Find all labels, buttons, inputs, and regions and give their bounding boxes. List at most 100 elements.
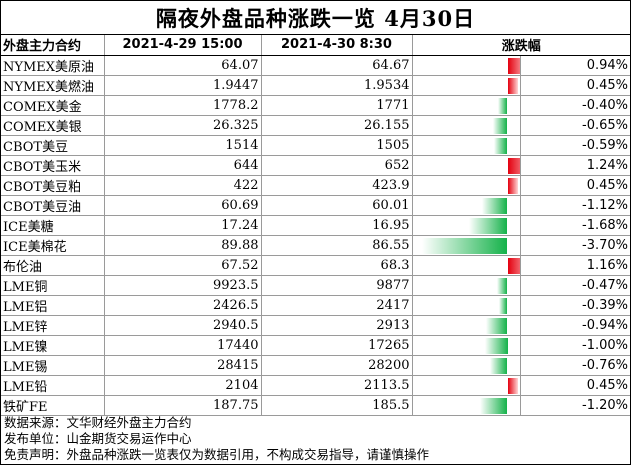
change-bar-cell — [411, 194, 521, 216]
contract-name: LME铜 — [1, 274, 105, 296]
change-percent: -3.70% — [519, 234, 631, 256]
price-prev: 26.325 — [103, 114, 262, 136]
change-bar-cell — [411, 274, 521, 296]
price-prev: 1778.2 — [103, 94, 262, 116]
table-row: 布伦油 67.52 68.3 1.16% — [1, 254, 631, 276]
price-change-table: 外盘主力合约 2021-4-29 15:00 2021-4-30 8:30 涨跌… — [1, 35, 631, 416]
price-prev: 67.52 — [103, 254, 262, 276]
change-percent: -1.20% — [519, 394, 631, 416]
change-percent: -0.40% — [519, 94, 631, 116]
change-bar-cell — [411, 294, 521, 316]
change-bar-cell — [411, 174, 521, 196]
change-bar — [507, 77, 518, 94]
price-curr: 68.3 — [260, 254, 413, 276]
table-row: ICE美糖 17.24 16.95 -1.68% — [1, 214, 631, 236]
table-row: LME锡 28415 28200 -0.76% — [1, 354, 631, 376]
contract-name: 铁矿FE — [1, 394, 105, 416]
change-percent: -0.47% — [519, 274, 631, 296]
change-bar-cell — [411, 394, 521, 416]
change-bar-cell — [411, 94, 521, 116]
price-curr: 2113.5 — [260, 374, 413, 396]
change-bar — [485, 317, 508, 334]
price-prev: 644 — [103, 154, 262, 176]
price-curr: 17265 — [260, 334, 413, 356]
change-bar-cell — [411, 54, 521, 76]
price-prev: 187.75 — [103, 394, 262, 416]
price-curr: 1.9534 — [260, 74, 413, 96]
change-percent: -0.39% — [519, 294, 631, 316]
price-curr: 60.01 — [260, 194, 413, 216]
change-bar — [479, 397, 508, 414]
table-row: LME铝 2426.5 2417 -0.39% — [1, 294, 631, 316]
change-percent: 0.45% — [519, 374, 631, 396]
table-row: 铁矿FE 187.75 185.5 -1.20% — [1, 394, 631, 416]
change-percent: -0.94% — [519, 314, 631, 336]
price-prev: 9923.5 — [103, 274, 262, 296]
contract-name: COMEX美金 — [1, 94, 105, 116]
price-curr: 86.55 — [260, 234, 413, 256]
price-curr: 16.95 — [260, 214, 413, 236]
change-percent: -0.76% — [519, 354, 631, 376]
contract-name: LME锡 — [1, 354, 105, 376]
change-percent: -1.12% — [519, 194, 631, 216]
price-prev: 1514 — [103, 134, 262, 156]
price-curr: 26.155 — [260, 114, 413, 136]
table-row: CBOT美豆 1514 1505 -0.59% — [1, 134, 631, 156]
contract-name: ICE美棉花 — [1, 234, 105, 256]
change-percent: -1.68% — [519, 214, 631, 236]
footer-source: 数据来源：文华财经外盘主力合约 — [4, 415, 192, 430]
contract-name: ICE美糖 — [1, 214, 105, 236]
contract-name: LME锌 — [1, 314, 105, 336]
price-curr: 64.67 — [260, 54, 413, 76]
change-bar — [484, 337, 508, 354]
contract-name: LME铝 — [1, 294, 105, 316]
price-curr: 185.5 — [260, 394, 413, 416]
change-percent: 0.94% — [519, 54, 631, 76]
change-bar — [507, 177, 518, 194]
header-contract: 外盘主力合约 — [1, 35, 105, 56]
table-row: LME铜 9923.5 9877 -0.47% — [1, 274, 631, 296]
table-header-row: 外盘主力合约 2021-4-29 15:00 2021-4-30 8:30 涨跌… — [1, 35, 631, 56]
change-bar-cell — [411, 154, 521, 176]
price-curr: 28200 — [260, 354, 413, 376]
contract-name: CBOT美玉米 — [1, 154, 105, 176]
change-bar — [498, 297, 508, 314]
table-row: LME铅 2104 2113.5 0.45% — [1, 374, 631, 396]
price-prev: 2426.5 — [103, 294, 262, 316]
table-row: COMEX美银 26.325 26.155 -0.65% — [1, 114, 631, 136]
change-bar-cell — [411, 134, 521, 156]
change-bar — [422, 237, 508, 254]
table-row: CBOT美豆油 60.69 60.01 -1.12% — [1, 194, 631, 216]
price-curr: 2417 — [260, 294, 413, 316]
table-row: CBOT美玉米 644 652 1.24% — [1, 154, 631, 176]
change-bar — [492, 117, 508, 134]
change-percent: -0.65% — [519, 114, 631, 136]
footer-disclaimer: 免责声明：外盘品种涨跌一览表仅为数据引用，不构成交易指导，请谨慎操作 — [4, 447, 430, 462]
price-curr: 2913 — [260, 314, 413, 336]
table-row: LME锌 2940.5 2913 -0.94% — [1, 314, 631, 336]
contract-name: NYMEX美燃油 — [1, 74, 105, 96]
contract-name: COMEX美银 — [1, 114, 105, 136]
price-prev: 2940.5 — [103, 314, 262, 336]
table-row: ICE美棉花 89.88 86.55 -3.70% — [1, 234, 631, 256]
change-percent: 1.24% — [519, 154, 631, 176]
price-curr: 9877 — [260, 274, 413, 296]
header-date-curr: 2021-4-30 8:30 — [260, 35, 413, 56]
table-row: NYMEX美燃油 1.9447 1.9534 0.45% — [1, 74, 631, 96]
price-prev: 422 — [103, 174, 262, 196]
change-bar-cell — [411, 214, 521, 236]
header-change: 涨跌幅 — [411, 35, 631, 56]
change-bar — [493, 137, 508, 154]
table-row: CBOT美豆粕 422 423.9 0.45% — [1, 174, 631, 196]
change-percent: 0.45% — [519, 174, 631, 196]
change-bar — [496, 277, 508, 294]
change-percent: 0.45% — [519, 74, 631, 96]
change-bar — [498, 97, 508, 114]
price-prev: 2104 — [103, 374, 262, 396]
change-bar-cell — [411, 114, 521, 136]
price-curr: 1771 — [260, 94, 413, 116]
change-percent: 1.16% — [519, 254, 631, 276]
table-row: COMEX美金 1778.2 1771 -0.40% — [1, 94, 631, 116]
price-prev: 89.88 — [103, 234, 262, 256]
change-bar — [507, 257, 519, 274]
